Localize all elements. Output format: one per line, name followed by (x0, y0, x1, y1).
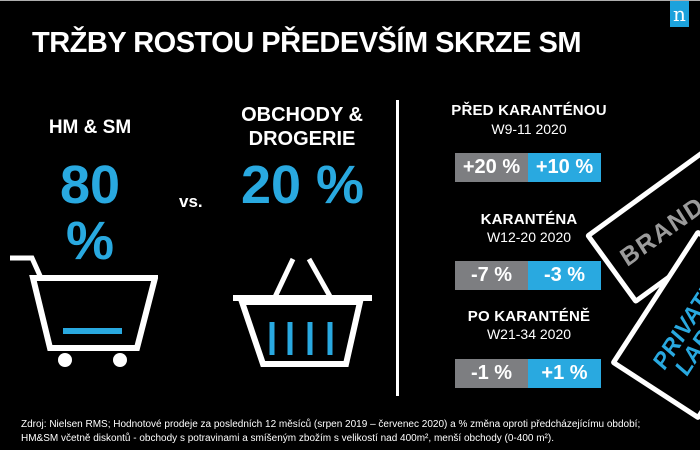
vertical-divider (396, 100, 399, 396)
period-3-values: -1 % +1 % (455, 359, 601, 388)
period-1-obchody-box: +10 % (528, 153, 601, 182)
nielsen-logo: n (670, 1, 689, 27)
nielsen-logo-letter: n (673, 2, 686, 26)
period-2-hm-sm-box: -7 % (455, 261, 528, 290)
shopping-cart-icon (10, 255, 158, 367)
period-1-weeks: W9-11 2020 (491, 121, 567, 137)
period-1-hm-sm-box: +20 % (455, 153, 528, 182)
period-2-obchody-box: -3 % (528, 261, 601, 290)
source-note-line2: HM&SM včetně diskontů - obchody s potrav… (21, 433, 554, 444)
obchody-label-line1: OBCHODY & (241, 104, 363, 126)
obchody-label-line2: DROGERIE (248, 128, 356, 150)
source-note-line1: Zdroj: Nielsen RMS; Hodnotové prodeje za… (21, 419, 641, 430)
top-edge-line (0, 0, 700, 1)
period-1-values: +20 % +10 % (455, 153, 601, 182)
period-2-weeks: W12-20 2020 (486, 229, 572, 245)
period-3-hm-sm-box: -1 % (455, 359, 528, 388)
period-1-name: PŘED KARANTÉNOU (451, 102, 607, 119)
hm-sm-label: HM & SM (48, 117, 132, 138)
period-2-values: -7 % -3 % (455, 261, 601, 290)
period-3-weeks: W21-34 2020 (486, 326, 572, 342)
obchody-share-value: 20 % (240, 155, 365, 215)
period-3-obchody-box: +1 % (528, 359, 601, 388)
private-label-tag-label: PRIVATE LABEL (648, 274, 700, 388)
source-note: Zdroj: Nielsen RMS; Hodnotové prodeje za… (21, 418, 689, 446)
slide-title: TRŽBY ROSTOU PŘEDEVŠÍM SKRZE SM (32, 27, 582, 59)
shopping-basket-icon (233, 257, 372, 367)
period-2-name: KARANTÉNA (480, 211, 578, 228)
vs-label: vs. (179, 192, 203, 211)
period-3-name: PO KARANTÉNĚ (467, 308, 591, 325)
obchody-drogerie-label: OBCHODY & DROGERIE (226, 103, 378, 151)
hm-sm-share-value: 80 % (59, 155, 121, 271)
